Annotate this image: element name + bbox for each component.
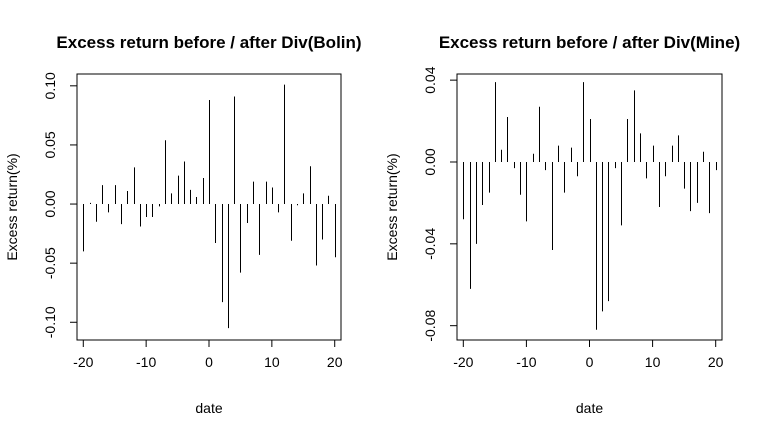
y-axis-label: Excess return(%) — [384, 153, 400, 260]
chart-panel-bolin: Excess return before / after Div(Bolin) … — [4, 33, 362, 416]
x-tick-label: 0 — [586, 354, 594, 370]
x-axis-label: date — [576, 400, 603, 416]
y-tick-label: 0.00 — [422, 148, 438, 175]
x-tick-label: 10 — [264, 354, 280, 370]
x-tick-label: 0 — [205, 354, 213, 370]
x-tick-label: -20 — [453, 354, 473, 370]
x-tick-label: -10 — [516, 354, 536, 370]
chart-title: Excess return before / after Div(Bolin) — [56, 33, 361, 52]
y-tick-label: -0.10 — [42, 306, 58, 338]
x-tick-label: 20 — [708, 354, 724, 370]
y-axis-label: Excess return(%) — [4, 153, 20, 260]
y-tick-label: 0.00 — [42, 190, 58, 217]
x-tick-label: 20 — [327, 354, 343, 370]
y-tick-label: 0.05 — [42, 131, 58, 158]
chart-title: Excess return before / after Div(Mine) — [439, 33, 740, 52]
y-tick-label: -0.04 — [422, 228, 438, 260]
y-tick-label: 0.04 — [422, 66, 438, 93]
x-tick-label: -10 — [136, 354, 156, 370]
y-tick-label: -0.05 — [42, 247, 58, 279]
chart-panel-mine: Excess return before / after Div(Mine) d… — [384, 33, 740, 416]
plot-frame — [456, 73, 723, 341]
y-tick-label: 0.10 — [42, 72, 58, 99]
y-tick-label: -0.08 — [422, 310, 438, 342]
x-tick-label: -20 — [73, 354, 93, 370]
x-tick-label: 10 — [645, 354, 661, 370]
x-axis-label: date — [195, 400, 222, 416]
